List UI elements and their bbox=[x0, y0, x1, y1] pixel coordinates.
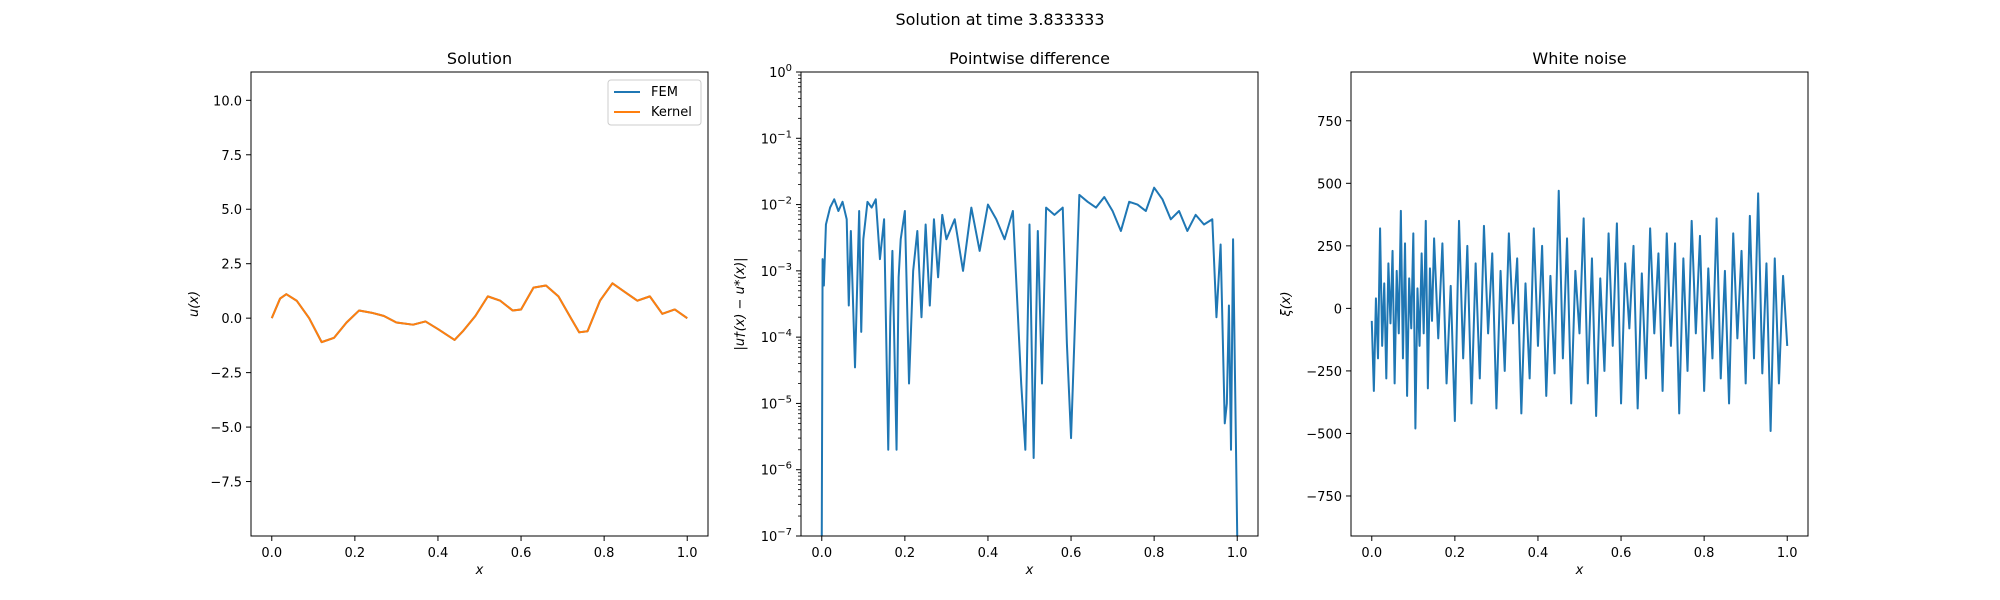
difference-ytick-exponent: −3 bbox=[777, 262, 792, 273]
difference-ytick-exponent: −5 bbox=[777, 394, 792, 405]
solution-lines bbox=[270, 282, 688, 344]
solution-ytick-label: 0.0 bbox=[221, 312, 242, 327]
solution-xlabel: x bbox=[475, 563, 484, 578]
noise-ytick-label: −250 bbox=[1306, 365, 1342, 380]
noise-lines bbox=[1370, 189, 1789, 432]
noise-ytick-label: −750 bbox=[1306, 490, 1342, 505]
noise-ytick-label: 250 bbox=[1317, 240, 1342, 255]
difference-series-0-line bbox=[820, 186, 1239, 536]
solution-ytick-label: 10.0 bbox=[213, 94, 242, 109]
noise-ylabel: ξ(x) bbox=[1279, 291, 1294, 317]
noise-xtick-label: 0.8 bbox=[1694, 546, 1715, 561]
solution-xtick-label: 0.4 bbox=[428, 546, 449, 561]
noise-xtick-label: 0.2 bbox=[1445, 546, 1466, 561]
panel-title-white-noise: White noise bbox=[1532, 49, 1626, 68]
noise-xtick-label: 0.4 bbox=[1528, 546, 1549, 561]
difference-ytick-exponent: −7 bbox=[777, 527, 792, 538]
solution-ytick-label: −5.0 bbox=[210, 421, 242, 436]
difference-ytick-exponent: 0 bbox=[786, 63, 792, 74]
difference-xtick-label: 0.4 bbox=[978, 546, 999, 561]
solution-ytick-label: 2.5 bbox=[221, 258, 242, 273]
noise-yticks: −750 −500 −250 0 250 500 750 bbox=[1306, 115, 1351, 505]
noise-ytick-label: 0 bbox=[1334, 302, 1342, 317]
solution-ytick-label: −2.5 bbox=[210, 367, 242, 382]
difference-xticks: 0.0 0.2 0.4 0.6 0.8 1.0 bbox=[811, 536, 1248, 561]
solution-ylabel: u(x) bbox=[187, 291, 202, 317]
solution-xtick-label: 0.0 bbox=[261, 546, 282, 561]
solution-ytick-label: 7.5 bbox=[221, 149, 242, 164]
difference-ytick-exponent: −6 bbox=[777, 461, 792, 472]
legend-kernel-label: Kernel bbox=[651, 105, 692, 120]
figure-suptitle: Solution at time 3.833333 bbox=[895, 10, 1104, 29]
difference-xlabel: x bbox=[1025, 563, 1034, 578]
solution-yticks: −7.5 −5.0 −2.5 0.0 2.5 5.0 7.5 10.0 bbox=[210, 94, 251, 491]
noise-ytick-label: −500 bbox=[1306, 427, 1342, 442]
noise-xtick-label: 0.0 bbox=[1361, 546, 1382, 561]
noise-axes-frame bbox=[1350, 71, 1809, 537]
solution-series-kernel-line bbox=[270, 282, 688, 344]
noise-xtick-label: 0.6 bbox=[1611, 546, 1632, 561]
panel-white-noise: White noise 0.0 0.2 0.4 0.6 0.8 1.0 −750−500−… bbox=[1279, 49, 1809, 578]
difference-xtick-label: 0.6 bbox=[1061, 546, 1082, 561]
noise-ytick-label: 500 bbox=[1317, 177, 1342, 192]
panel-title-difference: Pointwise difference bbox=[949, 49, 1110, 68]
difference-ytick-exponent: −4 bbox=[777, 328, 792, 339]
difference-ylabel: |u†(x) − u*(x)| bbox=[733, 257, 748, 350]
noise-xticks: 0.0 0.2 0.4 0.6 0.8 1.0 bbox=[1361, 536, 1798, 561]
difference-xtick-label: 1.0 bbox=[1227, 546, 1248, 561]
difference-lines bbox=[820, 186, 1239, 536]
difference-xtick-label: 0.2 bbox=[895, 546, 916, 561]
solution-xtick-label: 0.6 bbox=[511, 546, 532, 561]
panel-title-solution: Solution bbox=[447, 49, 512, 68]
difference-xtick-label: 0.8 bbox=[1144, 546, 1165, 561]
solution-xtick-label: 0.2 bbox=[345, 546, 366, 561]
panel-solution: Solution 0.0 0.2 0.4 0.6 0.8 1.0 −7.5 −5.0 −2.5… bbox=[187, 49, 709, 578]
solution-xticks: 0.0 0.2 0.4 0.6 0.8 1.0 bbox=[261, 536, 698, 561]
difference-ytick-exponent: −1 bbox=[777, 129, 792, 140]
solution-ytick-label: −7.5 bbox=[210, 476, 242, 491]
noise-ytick-label: 750 bbox=[1317, 115, 1342, 130]
solution-ytick-label: 5.0 bbox=[221, 203, 242, 218]
difference-ytick-exponent: −2 bbox=[777, 196, 792, 207]
difference-xtick-label: 0.0 bbox=[811, 546, 832, 561]
legend-fem-label: FEM bbox=[651, 85, 678, 100]
solution-xtick-label: 0.8 bbox=[594, 546, 615, 561]
noise-xtick-label: 1.0 bbox=[1777, 546, 1798, 561]
solution-xtick-label: 1.0 bbox=[677, 546, 698, 561]
difference-axes-frame bbox=[800, 71, 1259, 537]
noise-xlabel: x bbox=[1575, 563, 1584, 578]
solution-axes-frame bbox=[250, 71, 709, 537]
solution-legend: FEM Kernel bbox=[607, 79, 702, 126]
noise-series-0-line bbox=[1370, 189, 1789, 432]
